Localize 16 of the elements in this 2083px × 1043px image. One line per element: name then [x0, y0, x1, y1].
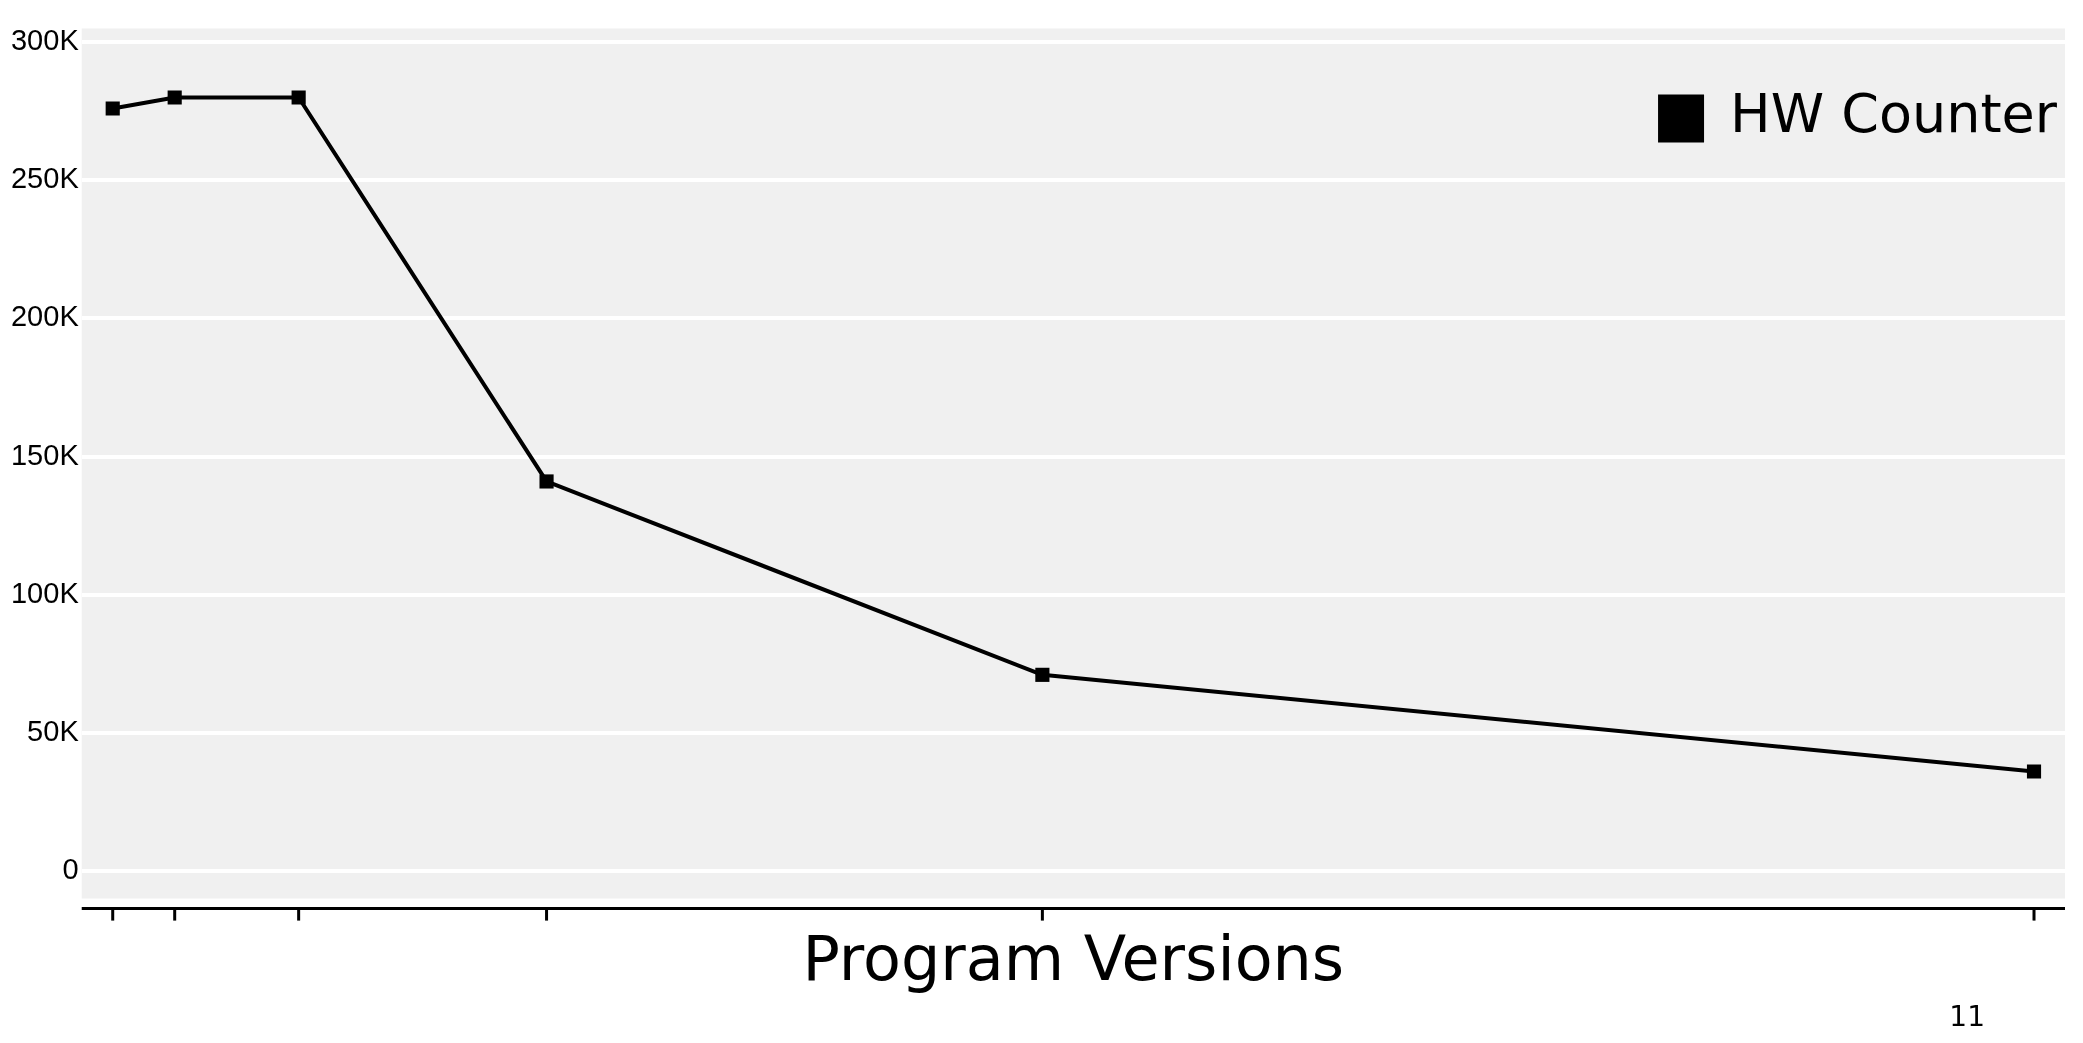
point	[1035, 667, 1050, 682]
legend-label: HW Counter	[1730, 82, 2058, 146]
point	[539, 474, 554, 489]
y-tick-label: 300K	[10, 24, 80, 57]
point	[291, 90, 306, 105]
x-axis-title: Program Versions	[802, 921, 1345, 995]
y-tick-label: 100K	[10, 576, 80, 609]
y-tick-label: 250K	[10, 162, 80, 195]
point	[2026, 764, 2042, 779]
y-tick-label: 0	[62, 852, 79, 885]
y-tick-label: 150K	[10, 438, 80, 471]
point	[105, 101, 120, 116]
y-tick-label: 50K	[27, 714, 80, 747]
text: 11	[1949, 1000, 1985, 1034]
point	[167, 90, 182, 105]
y-tick-label: 200K	[10, 300, 80, 333]
